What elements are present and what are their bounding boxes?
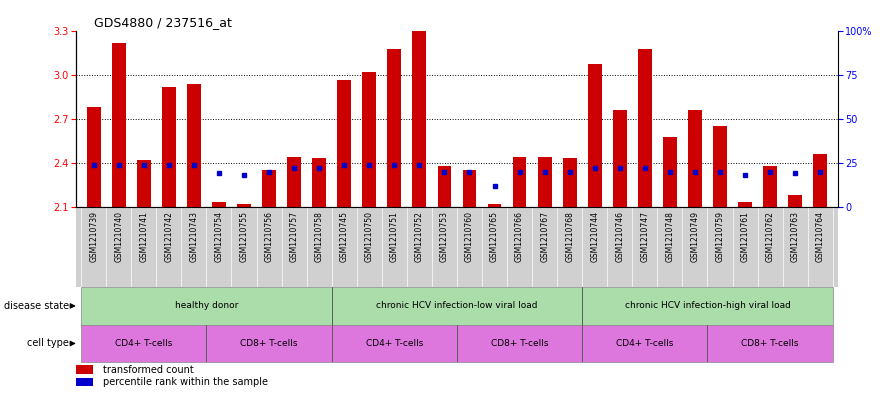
Text: GSM1210765: GSM1210765 xyxy=(490,211,499,262)
Bar xyxy=(738,202,752,207)
Text: CD4+ T-cells: CD4+ T-cells xyxy=(115,339,173,348)
Bar xyxy=(187,84,201,207)
Text: chronic HCV infection-high viral load: chronic HCV infection-high viral load xyxy=(625,301,790,310)
Text: GSM1210757: GSM1210757 xyxy=(289,211,298,262)
Text: GSM1210742: GSM1210742 xyxy=(164,211,173,262)
Text: CD8+ T-cells: CD8+ T-cells xyxy=(240,339,297,348)
Text: GSM1210755: GSM1210755 xyxy=(239,211,248,262)
Bar xyxy=(814,154,827,207)
Bar xyxy=(288,157,301,207)
Bar xyxy=(112,43,125,207)
Text: GSM1210753: GSM1210753 xyxy=(440,211,449,262)
Text: disease state: disease state xyxy=(4,301,69,311)
Text: GSM1210761: GSM1210761 xyxy=(741,211,750,262)
Text: GSM1210739: GSM1210739 xyxy=(90,211,99,262)
Text: GSM1210760: GSM1210760 xyxy=(465,211,474,262)
Bar xyxy=(588,64,601,207)
Bar xyxy=(487,204,502,207)
Bar xyxy=(82,325,206,362)
Bar xyxy=(763,166,777,207)
Bar xyxy=(582,325,708,362)
Text: GSM1210752: GSM1210752 xyxy=(415,211,424,262)
Bar xyxy=(412,29,426,207)
Bar xyxy=(263,170,276,207)
Text: CD8+ T-cells: CD8+ T-cells xyxy=(741,339,799,348)
Bar xyxy=(206,325,332,362)
Text: percentile rank within the sample: percentile rank within the sample xyxy=(103,377,268,387)
Text: GSM1210748: GSM1210748 xyxy=(666,211,675,262)
Bar xyxy=(708,325,832,362)
Text: GSM1210759: GSM1210759 xyxy=(716,211,725,262)
Bar xyxy=(362,72,376,207)
Bar xyxy=(162,87,176,207)
Text: GSM1210745: GSM1210745 xyxy=(340,211,349,262)
Text: healthy donor: healthy donor xyxy=(175,301,238,310)
Bar xyxy=(788,195,802,207)
Text: GSM1210741: GSM1210741 xyxy=(139,211,149,262)
Text: transformed count: transformed count xyxy=(103,365,194,375)
Bar xyxy=(137,160,151,207)
Bar xyxy=(462,170,477,207)
Text: GSM1210746: GSM1210746 xyxy=(616,211,625,262)
Text: GSM1210768: GSM1210768 xyxy=(565,211,574,262)
Bar xyxy=(76,365,93,373)
Text: GSM1210751: GSM1210751 xyxy=(390,211,399,262)
Text: GSM1210740: GSM1210740 xyxy=(115,211,124,262)
Text: GSM1210743: GSM1210743 xyxy=(189,211,198,262)
Text: GSM1210763: GSM1210763 xyxy=(790,211,799,262)
Text: GSM1210747: GSM1210747 xyxy=(641,211,650,262)
Text: GSM1210750: GSM1210750 xyxy=(365,211,374,262)
Text: GSM1210764: GSM1210764 xyxy=(815,211,824,262)
Text: GDS4880 / 237516_at: GDS4880 / 237516_at xyxy=(94,17,232,29)
Bar xyxy=(688,110,702,207)
Bar xyxy=(582,287,832,325)
Text: GSM1210766: GSM1210766 xyxy=(515,211,524,262)
Bar xyxy=(212,202,226,207)
Bar xyxy=(457,325,582,362)
Bar xyxy=(332,325,457,362)
Bar xyxy=(613,110,626,207)
Bar xyxy=(337,80,351,207)
Bar xyxy=(638,49,651,207)
Text: GSM1210762: GSM1210762 xyxy=(765,211,775,262)
Bar xyxy=(563,158,577,207)
Text: CD4+ T-cells: CD4+ T-cells xyxy=(616,339,674,348)
Bar xyxy=(237,204,251,207)
Text: GSM1210744: GSM1210744 xyxy=(590,211,599,262)
Text: CD8+ T-cells: CD8+ T-cells xyxy=(491,339,548,348)
Bar xyxy=(538,157,552,207)
Bar xyxy=(332,287,582,325)
Text: GSM1210758: GSM1210758 xyxy=(314,211,323,262)
Text: GSM1210767: GSM1210767 xyxy=(540,211,549,262)
Text: GSM1210754: GSM1210754 xyxy=(214,211,223,262)
Bar xyxy=(513,157,527,207)
Text: CD4+ T-cells: CD4+ T-cells xyxy=(366,339,423,348)
Bar xyxy=(387,49,401,207)
Bar xyxy=(82,287,332,325)
Text: GSM1210756: GSM1210756 xyxy=(264,211,273,262)
Bar xyxy=(713,127,727,207)
Text: GSM1210749: GSM1210749 xyxy=(691,211,700,262)
Bar xyxy=(76,378,93,386)
Bar xyxy=(313,158,326,207)
Bar xyxy=(663,137,676,207)
Bar xyxy=(437,166,452,207)
Text: chronic HCV infection-low viral load: chronic HCV infection-low viral load xyxy=(376,301,538,310)
Text: cell type: cell type xyxy=(27,338,69,349)
Bar xyxy=(87,107,100,207)
